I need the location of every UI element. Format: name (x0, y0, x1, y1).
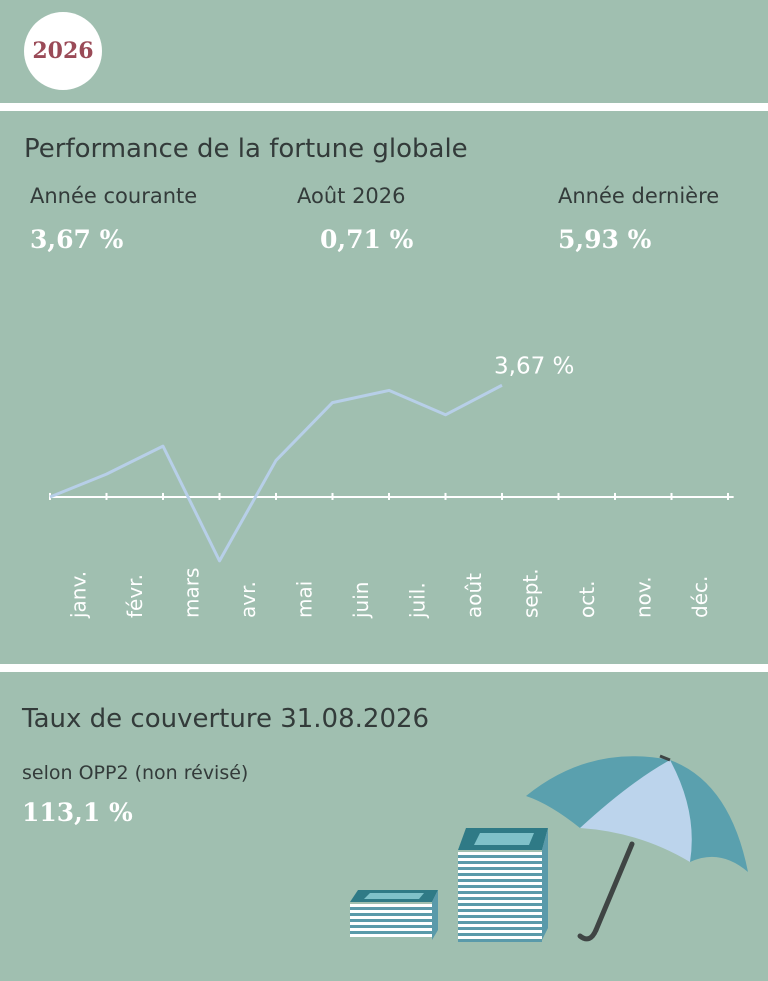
series-line (49, 383, 503, 563)
kpi-label-month: Août 2026 (297, 184, 406, 208)
x-tick-label: mars (179, 568, 203, 618)
kpi-value-last-year: 5,93 % (558, 225, 652, 254)
umbrella-icon (526, 754, 748, 942)
kpi-label-current-year: Année courante (30, 184, 198, 208)
kpi-label-last-year: Année dernière (558, 184, 720, 208)
x-tick-label: févr. (123, 574, 147, 618)
year-label: 2026 (32, 38, 94, 64)
x-tick-label: août (462, 573, 486, 618)
x-tick-label: juil. (405, 582, 429, 619)
kpi-value-month: 0,71 % (320, 225, 414, 254)
kpi-value-current-year: 3,67 % (30, 225, 124, 254)
x-tick-label: juin (349, 582, 373, 619)
money-stack-large-icon (458, 828, 548, 942)
chart-axis-ticks (49, 492, 729, 500)
x-tick-label: nov. (631, 576, 655, 618)
chart-x-tick-labels: janv. févr. mars avr. mai juin juil. août sept. o… (66, 568, 712, 619)
coverage-subtitle: selon OPP2 (non révisé) (22, 762, 249, 784)
x-tick-label: mai (292, 581, 316, 618)
coverage-title: Taux de couverture 31.08.2026 (22, 704, 430, 734)
year-badge: 2026 (24, 12, 102, 90)
x-tick-label: déc. (688, 576, 712, 618)
x-tick-label: sept. (518, 568, 542, 618)
x-tick-label: janv. (66, 571, 90, 619)
x-tick-label: oct. (575, 581, 599, 618)
divider-middle (0, 664, 768, 672)
divider-top (0, 103, 768, 111)
money-stack-small-icon (350, 890, 438, 940)
series-end-label: 3,67 % (494, 353, 574, 379)
x-tick-label: avr. (236, 581, 260, 618)
performance-title: Performance de la fortune globale (24, 134, 468, 164)
performance-line-chart: 3,67 % janv. févr. mars avr. mai juin juil. aoû… (49, 353, 734, 619)
coverage-value: 113,1 % (22, 798, 133, 827)
